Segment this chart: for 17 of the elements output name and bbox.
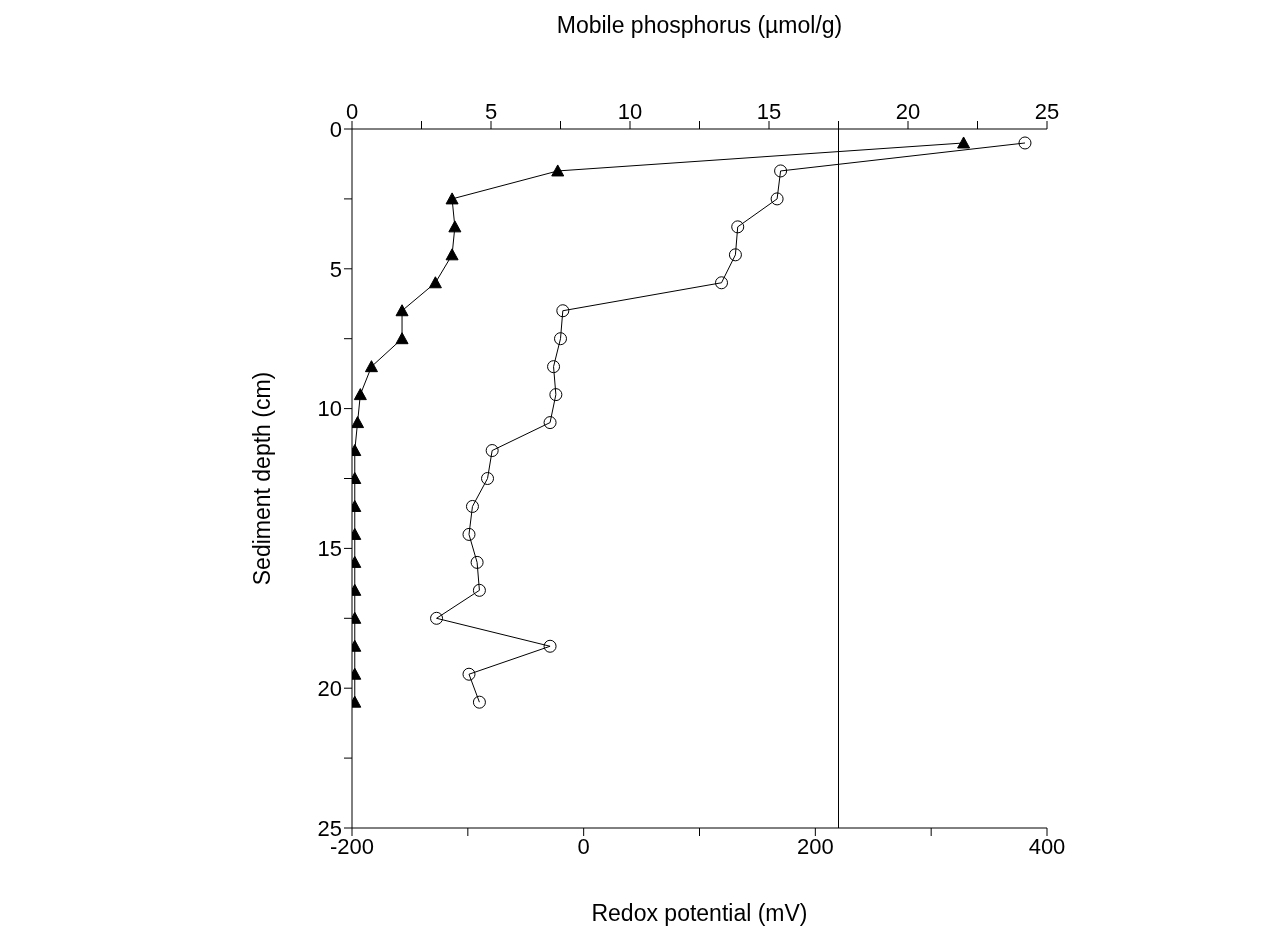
y-tick-label: 20 [317, 676, 342, 702]
x2-tick-label: 20 [895, 99, 921, 124]
x2-tick-label: 0 [345, 99, 359, 124]
y-tick-label: 15 [317, 536, 342, 562]
x-tick-label: 0 [577, 833, 590, 859]
y-tick-label: 0 [329, 116, 342, 142]
x2-tick-label: 15 [756, 99, 782, 124]
y-tick-label: 5 [329, 256, 342, 282]
x2-tick-label: 5 [484, 99, 498, 124]
y-axis-title: Sediment depth (cm) [249, 371, 276, 586]
x-axis-title: Redox potential (mV) [591, 900, 808, 926]
x2-tick-label: 10 [617, 99, 643, 124]
x2-axis-title: Mobile phosphorus (µmol/g) [556, 12, 843, 39]
x-tick-label: 400 [1028, 833, 1066, 859]
x-tick-label: 200 [796, 833, 834, 859]
y-tick-label: 10 [317, 396, 342, 422]
x2-tick-label: 25 [1034, 99, 1060, 124]
